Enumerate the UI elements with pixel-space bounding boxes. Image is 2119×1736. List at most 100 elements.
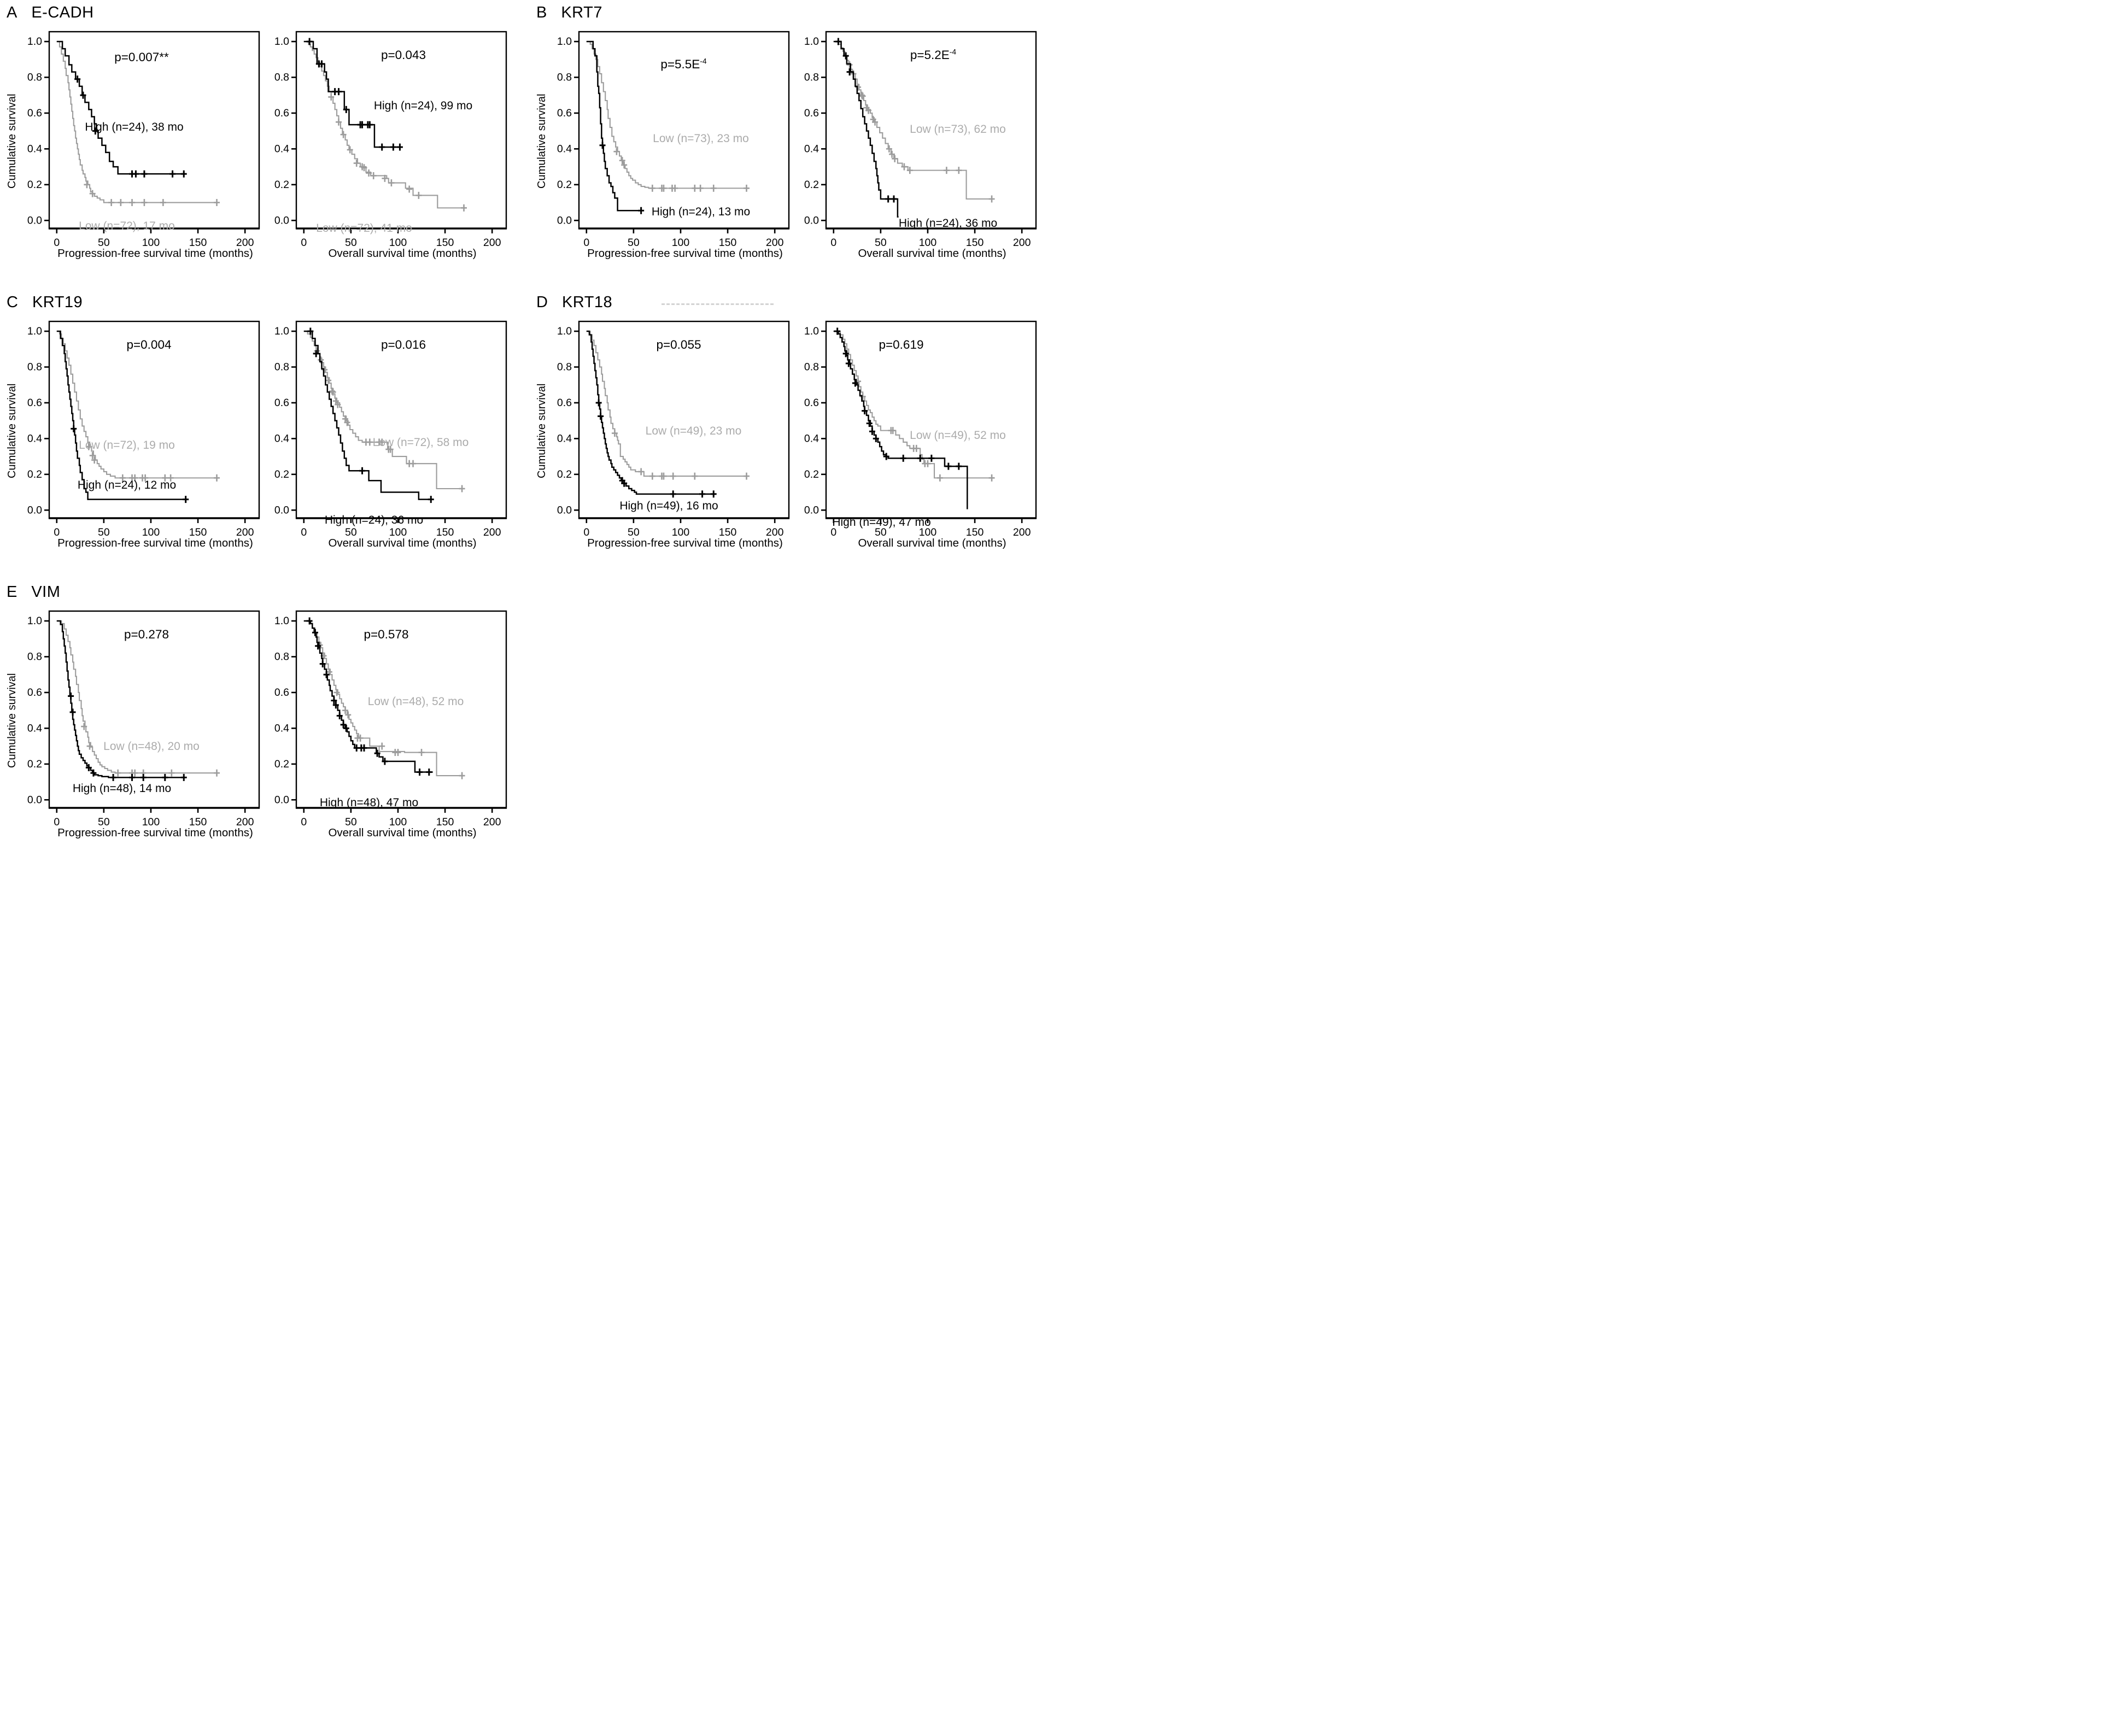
- high-group-label: High (n=48), 47 mo: [319, 796, 419, 810]
- km-plot-a-os: 0 50 100 150 200 1.0 0.8 0.6 0.4 0.2 0.0 p=0.043 H…: [266, 26, 513, 260]
- y-axis-title: Cumulative survival: [6, 383, 18, 478]
- km-curves-svg: 0 50 100 150 200 1.0 0.8 0.6 0.4 0.2 0.0: [804, 320, 1037, 538]
- low-group-label: Low (n=73), 23 mo: [653, 132, 749, 145]
- svg-text:150: 150: [719, 237, 737, 249]
- svg-text:0: 0: [583, 237, 589, 249]
- svg-text:150: 150: [436, 816, 454, 828]
- x-axis-title: Overall survival time (months): [328, 247, 477, 260]
- y-axis-title: Cumulative survival: [536, 383, 548, 478]
- high-group-label: High (n=24), 36 mo: [898, 217, 998, 230]
- x-axis-title: Progression-free survival time (months): [57, 247, 253, 260]
- svg-text:0.2: 0.2: [274, 468, 289, 480]
- svg-text:0.2: 0.2: [557, 179, 572, 191]
- svg-text:0.0: 0.0: [27, 214, 42, 226]
- svg-text:0.6: 0.6: [27, 397, 42, 409]
- svg-text:0.8: 0.8: [804, 361, 819, 373]
- svg-text:1.0: 1.0: [274, 615, 289, 627]
- svg-text:50: 50: [875, 526, 887, 538]
- svg-text:0.8: 0.8: [274, 361, 289, 373]
- svg-text:50: 50: [345, 816, 357, 828]
- panel-gene-title: KRT19: [32, 294, 83, 311]
- low-group-label: Low (n=72), 17 mo: [79, 219, 175, 232]
- svg-text:100: 100: [672, 237, 690, 249]
- km-curves-svg: 0 50 100 150 200 1.0 0.8 0.6 0.4 0.2 0.0: [27, 320, 260, 538]
- svg-text:50: 50: [345, 526, 357, 538]
- svg-text:100: 100: [389, 526, 407, 538]
- svg-text:0.0: 0.0: [274, 214, 289, 226]
- faded-artifact-dashes: [662, 303, 774, 305]
- high-group-label: High (n=49), 47 mo: [832, 516, 931, 529]
- svg-text:150: 150: [189, 816, 207, 828]
- x-axis-title: Overall survival time (months): [858, 537, 1006, 549]
- svg-text:0: 0: [301, 237, 307, 249]
- km-curves-svg: 0 50 100 150 200 1.0 0.8 0.6 0.4 0.2 0.0: [27, 610, 260, 828]
- svg-text:0.8: 0.8: [27, 650, 42, 662]
- p-value: p=5.5E-4: [660, 56, 707, 71]
- svg-text:1.0: 1.0: [804, 36, 819, 48]
- svg-text:1.0: 1.0: [557, 325, 572, 337]
- km-plot-d-os: 0 50 100 150 200 1.0 0.8 0.6 0.4 0.2 0.0 p=0.619 H…: [795, 316, 1043, 550]
- svg-text:50: 50: [98, 816, 110, 828]
- panel-letter: E: [7, 583, 17, 601]
- svg-text:0.2: 0.2: [27, 758, 42, 770]
- low-group-label: Low (n=48), 52 mo: [367, 695, 464, 708]
- low-group-label: Low (n=72), 58 mo: [372, 436, 469, 449]
- p-value: p=0.016: [381, 337, 426, 351]
- y-axis-title: Cumulative survival: [6, 93, 18, 189]
- panel-d: D KRT18 Cumulative survival 0 50 100 150 200…: [530, 290, 1060, 579]
- figure-sheet: A E-CADH Cumulative survival 0 50 100 150 20…: [0, 0, 1060, 868]
- svg-text:0.6: 0.6: [274, 397, 289, 409]
- low-group-label: Low (n=73), 62 mo: [910, 123, 1006, 136]
- svg-text:0.2: 0.2: [274, 758, 289, 770]
- panel-e-header: E VIM: [5, 583, 530, 605]
- svg-text:0.4: 0.4: [557, 432, 572, 444]
- x-axis-title: Overall survival time (months): [858, 247, 1006, 260]
- panel-gene-title: KRT7: [561, 4, 602, 21]
- km-curves-svg: 0 50 100 150 200 1.0 0.8 0.6 0.4 0.2 0.0: [27, 31, 260, 249]
- svg-text:150: 150: [966, 237, 984, 249]
- km-curves-svg: 0 50 100 150 200 1.0 0.8 0.6 0.4 0.2 0.0: [274, 320, 507, 538]
- panel-letter: D: [536, 294, 548, 311]
- panel-grid: A E-CADH Cumulative survival 0 50 100 150 20…: [0, 0, 1060, 869]
- svg-text:0.0: 0.0: [274, 504, 289, 516]
- high-group-label: High (n=24), 99 mo: [373, 99, 473, 113]
- svg-text:150: 150: [189, 237, 207, 249]
- svg-text:0.4: 0.4: [27, 722, 42, 734]
- svg-text:0.8: 0.8: [274, 71, 289, 83]
- panel-d-header: D KRT18: [535, 293, 1060, 315]
- panel-b: B KRT7 Cumulative survival 0 50 100 150 200 1…: [530, 0, 1060, 290]
- svg-text:1.0: 1.0: [274, 36, 289, 48]
- svg-text:0.2: 0.2: [27, 179, 42, 191]
- svg-text:100: 100: [142, 237, 160, 249]
- svg-text:0.2: 0.2: [557, 468, 572, 480]
- svg-text:150: 150: [189, 526, 207, 538]
- x-axis-title: Overall survival time (months): [328, 826, 477, 839]
- svg-text:100: 100: [142, 816, 160, 828]
- km-plot-b-pfs: 0 50 100 150 200 1.0 0.8 0.6 0.4 0.2 0.0 p=5.5E-4 …: [548, 26, 795, 260]
- km-curves-svg: 0 50 100 150 200 1.0 0.8 0.6 0.4 0.2 0.0: [274, 610, 507, 828]
- svg-text:100: 100: [389, 816, 407, 828]
- svg-text:0.2: 0.2: [804, 179, 819, 191]
- svg-text:0: 0: [54, 816, 60, 828]
- panel-b-header: B KRT7: [535, 3, 1060, 25]
- svg-text:0.8: 0.8: [557, 71, 572, 83]
- svg-text:0.0: 0.0: [27, 794, 42, 806]
- svg-text:0.0: 0.0: [274, 794, 289, 806]
- low-group-label: Low (n=49), 52 mo: [910, 429, 1006, 442]
- svg-text:50: 50: [875, 237, 887, 249]
- svg-text:0.4: 0.4: [27, 432, 42, 444]
- svg-text:0.2: 0.2: [274, 179, 289, 191]
- svg-text:200: 200: [483, 816, 501, 828]
- svg-text:200: 200: [483, 237, 501, 249]
- x-axis-title: Progression-free survival time (months): [587, 537, 783, 549]
- svg-text:0.2: 0.2: [804, 468, 819, 480]
- high-group-label: High (n=48), 14 mo: [72, 782, 172, 795]
- low-group-label: Low (n=72), 41 mo: [316, 221, 412, 234]
- km-curves-svg: 0 50 100 150 200 1.0 0.8 0.6 0.4 0.2 0.0: [274, 31, 507, 249]
- svg-text:0.8: 0.8: [557, 361, 572, 373]
- high-group-label: High (n=24), 38 mo: [85, 120, 184, 133]
- svg-text:0.6: 0.6: [557, 397, 572, 409]
- svg-text:50: 50: [628, 526, 640, 538]
- svg-text:0.4: 0.4: [274, 722, 289, 734]
- svg-text:0.0: 0.0: [557, 504, 572, 516]
